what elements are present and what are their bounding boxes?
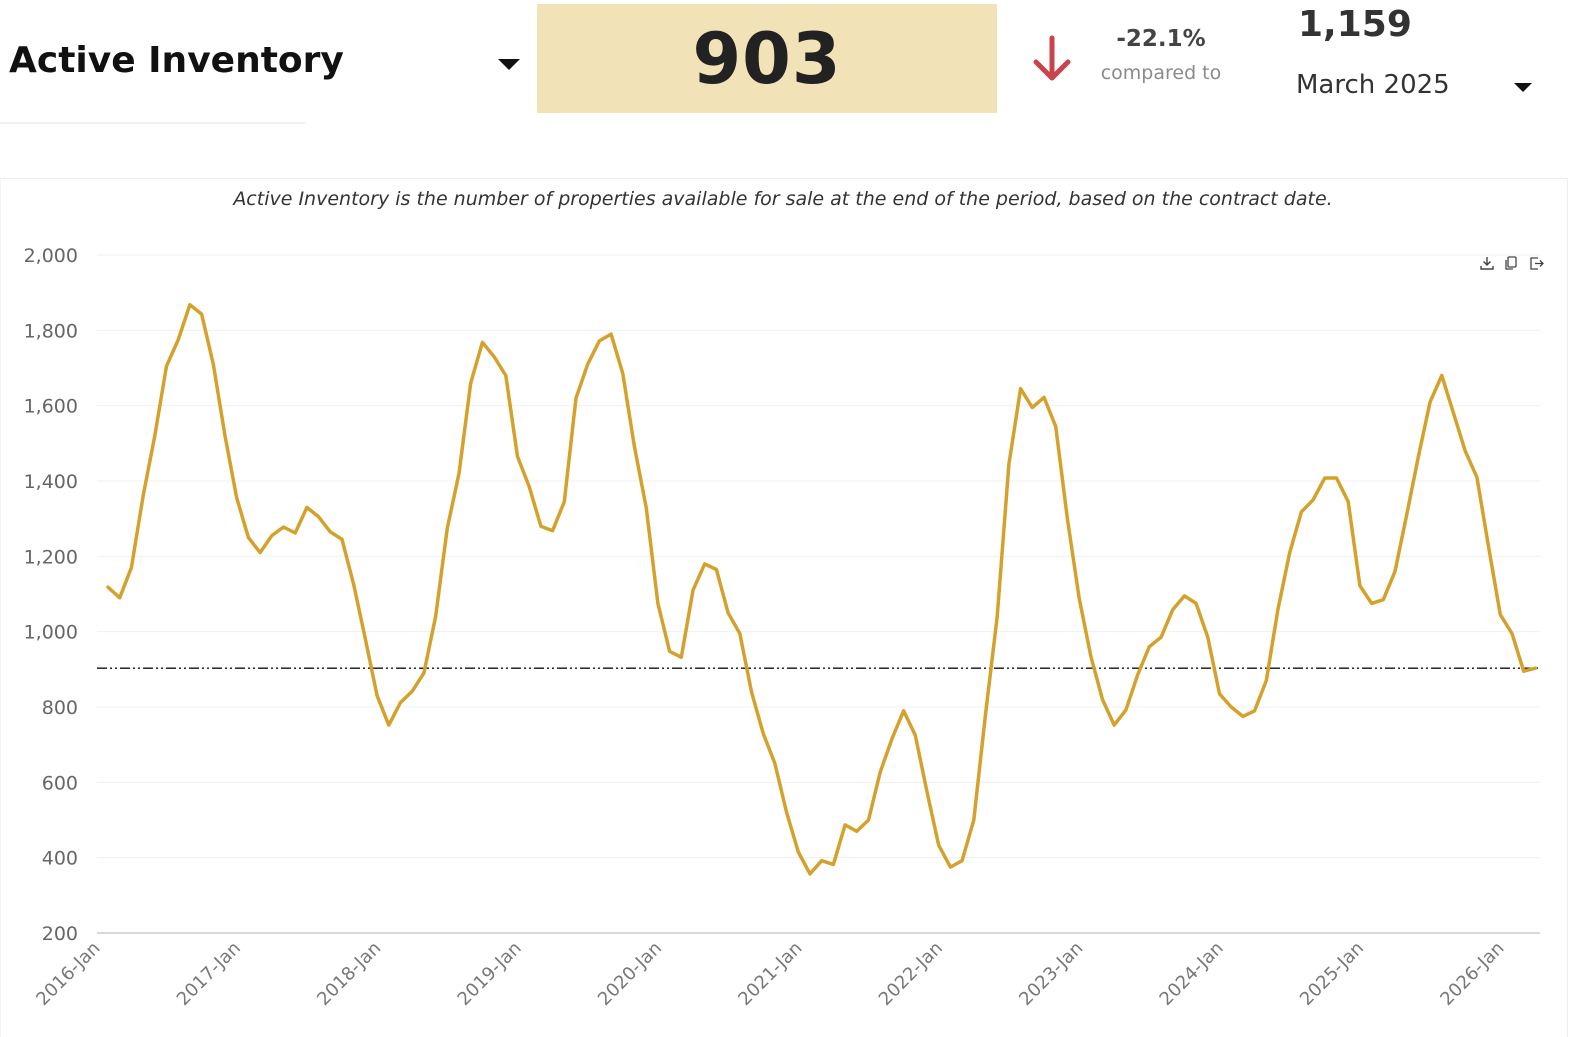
x-tick-label: 2018-Jan — [313, 938, 385, 1010]
y-tick-label: 200 — [42, 923, 78, 945]
y-tick-label: 1,800 — [24, 320, 78, 342]
y-tick-label: 1,400 — [24, 471, 78, 493]
grid-lines — [97, 254, 1540, 934]
metric-selector-underline — [0, 122, 305, 124]
x-tick-label: 2019-Jan — [454, 938, 526, 1010]
y-tick-label: 800 — [42, 697, 78, 719]
y-tick-label: 2,000 — [24, 245, 78, 267]
x-tick-label: 2026-Jan — [1436, 938, 1508, 1010]
current-value: 903 — [692, 17, 842, 100]
header-bar: Active Inventory 903 -22.1% compared to … — [0, 0, 1573, 125]
arrow-down-icon — [1033, 35, 1071, 81]
compare-period-select[interactable]: March 2025 — [1296, 70, 1450, 100]
y-tick-label: 600 — [42, 772, 78, 794]
export-icon[interactable] — [1528, 255, 1544, 271]
metric-selector[interactable]: Active Inventory — [0, 0, 530, 125]
x-tick-label: 2020-Jan — [594, 938, 666, 1010]
series-layer — [106, 302, 1538, 876]
chart-panel — [0, 178, 1568, 1037]
x-tick-label: 2017-Jan — [173, 938, 245, 1010]
download-icon[interactable] — [1479, 255, 1495, 271]
y-tick-label: 400 — [42, 848, 78, 870]
x-tick-label: 2024-Jan — [1156, 938, 1228, 1010]
series-line — [106, 302, 1538, 876]
y-tick-label: 1,600 — [24, 396, 78, 418]
change-percent: -22.1% — [1116, 26, 1206, 52]
x-tick-label: 2023-Jan — [1015, 938, 1087, 1010]
compared-to-label: compared to — [1100, 62, 1222, 84]
chevron-down-icon[interactable] — [498, 59, 520, 70]
x-tick-label: 2021-Jan — [734, 938, 806, 1010]
y-tick-label: 1,200 — [24, 546, 78, 568]
metric-title: Active Inventory — [9, 40, 344, 81]
x-tick-label: 2025-Jan — [1296, 938, 1368, 1010]
y-axis-ticks: 2,000 1,800 1,600 1,400 1,200 1,000 800 600 400 2… — [24, 245, 78, 945]
copy-icon[interactable] — [1503, 255, 1519, 271]
y-tick-label: 1,000 — [24, 622, 78, 644]
x-tick-label: 2022-Jan — [875, 938, 947, 1010]
compare-value: 1,159 — [1298, 4, 1412, 45]
x-tick-label: 2016-Jan — [32, 938, 104, 1010]
chevron-down-icon[interactable] — [1514, 83, 1532, 92]
x-axis-ticks: 2016-Jan 2017-Jan 2018-Jan 2019-Jan 2020-Jan… — [32, 938, 1508, 1010]
current-value-card: 903 — [537, 4, 997, 113]
chart-description: Active Inventory is the number of proper… — [233, 188, 1333, 210]
